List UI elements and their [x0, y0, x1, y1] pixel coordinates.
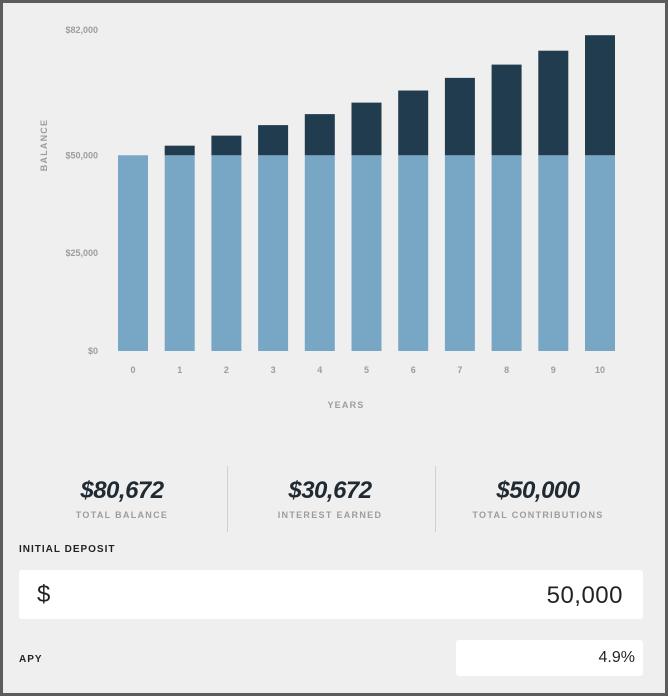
- x-tick-label: 1: [177, 365, 182, 375]
- bar-contributions[interactable]: [585, 155, 615, 351]
- bar-interest[interactable]: [398, 90, 429, 156]
- bar-interest[interactable]: [491, 64, 522, 156]
- x-tick-label: 3: [271, 365, 276, 375]
- x-tick-label: 7: [457, 365, 462, 375]
- x-axis-label: YEARS: [327, 400, 364, 410]
- bar-contributions[interactable]: [491, 155, 522, 351]
- stat-divider: [227, 466, 228, 532]
- apy-value: 4.9%: [598, 649, 635, 666]
- total-balance-value: $80,672: [80, 477, 164, 504]
- x-tick-label: 9: [551, 365, 556, 375]
- y-tick-label: $82,000: [65, 25, 98, 35]
- x-tick-label: 8: [504, 365, 509, 375]
- y-axis-label: BALANCE: [39, 119, 49, 171]
- x-tick-label: 10: [595, 365, 605, 375]
- total-contributions-value: $50,000: [496, 477, 580, 504]
- initial-deposit-value: 50,000: [546, 582, 623, 609]
- calculator-panel: BALANCE YEARS $82,000 $50,000 $25,000 $0 0 1 2…: [3, 3, 665, 693]
- bar-interest[interactable]: [444, 77, 475, 156]
- bar-contributions[interactable]: [258, 155, 289, 351]
- x-tick-label: 5: [364, 365, 369, 375]
- bar-contributions[interactable]: [538, 155, 569, 351]
- stat-divider: [435, 466, 436, 532]
- x-tick-label: 4: [317, 365, 322, 375]
- interest-earned-stat: $30,672 INTEREST EARNED: [227, 466, 433, 534]
- bar-interest[interactable]: [304, 114, 335, 156]
- initial-deposit-label: INITIAL DEPOSIT: [19, 544, 116, 555]
- x-tick-label: 2: [224, 365, 229, 375]
- total-contributions-label: TOTAL CONTRIBUTIONS: [472, 510, 604, 520]
- total-contributions-stat: $50,000 TOTAL CONTRIBUTIONS: [435, 466, 641, 534]
- y-tick-label: $50,000: [65, 150, 98, 160]
- currency-symbol: $: [37, 581, 51, 608]
- x-tick-label: 6: [411, 365, 416, 375]
- bar-contributions[interactable]: [444, 155, 475, 351]
- apy-label: APY: [19, 654, 43, 665]
- balance-chart: BALANCE YEARS $82,000 $50,000 $25,000 $0 0 1 2…: [39, 25, 615, 410]
- bar-interest[interactable]: [211, 135, 242, 156]
- bar-contributions[interactable]: [351, 155, 382, 351]
- total-balance-label: TOTAL BALANCE: [75, 510, 169, 520]
- bar-interest[interactable]: [164, 145, 195, 156]
- interest-earned-label: INTEREST EARNED: [277, 510, 383, 520]
- initial-deposit-input[interactable]: $ 50,000: [19, 570, 643, 619]
- interest-earned-value: $30,672: [288, 477, 372, 504]
- bar-interest[interactable]: [538, 50, 569, 156]
- y-tick-label: $25,000: [65, 248, 98, 258]
- bar-contributions[interactable]: [304, 155, 335, 351]
- bar-interest[interactable]: [351, 102, 382, 156]
- bar-contributions[interactable]: [164, 155, 195, 351]
- bar-interest[interactable]: [258, 125, 289, 156]
- total-balance-stat: $80,672 TOTAL BALANCE: [19, 466, 225, 534]
- summary-stats: $80,672 TOTAL BALANCE $30,672 INTEREST E…: [3, 466, 665, 534]
- x-tick-label: 0: [130, 365, 135, 375]
- y-tick-label: $0: [88, 346, 98, 356]
- bar-contributions[interactable]: [211, 155, 242, 351]
- apy-input[interactable]: 4.9%: [456, 640, 643, 676]
- bar-interest[interactable]: [585, 35, 615, 156]
- bar-contributions[interactable]: [398, 155, 429, 351]
- bar-contributions[interactable]: [118, 155, 148, 351]
